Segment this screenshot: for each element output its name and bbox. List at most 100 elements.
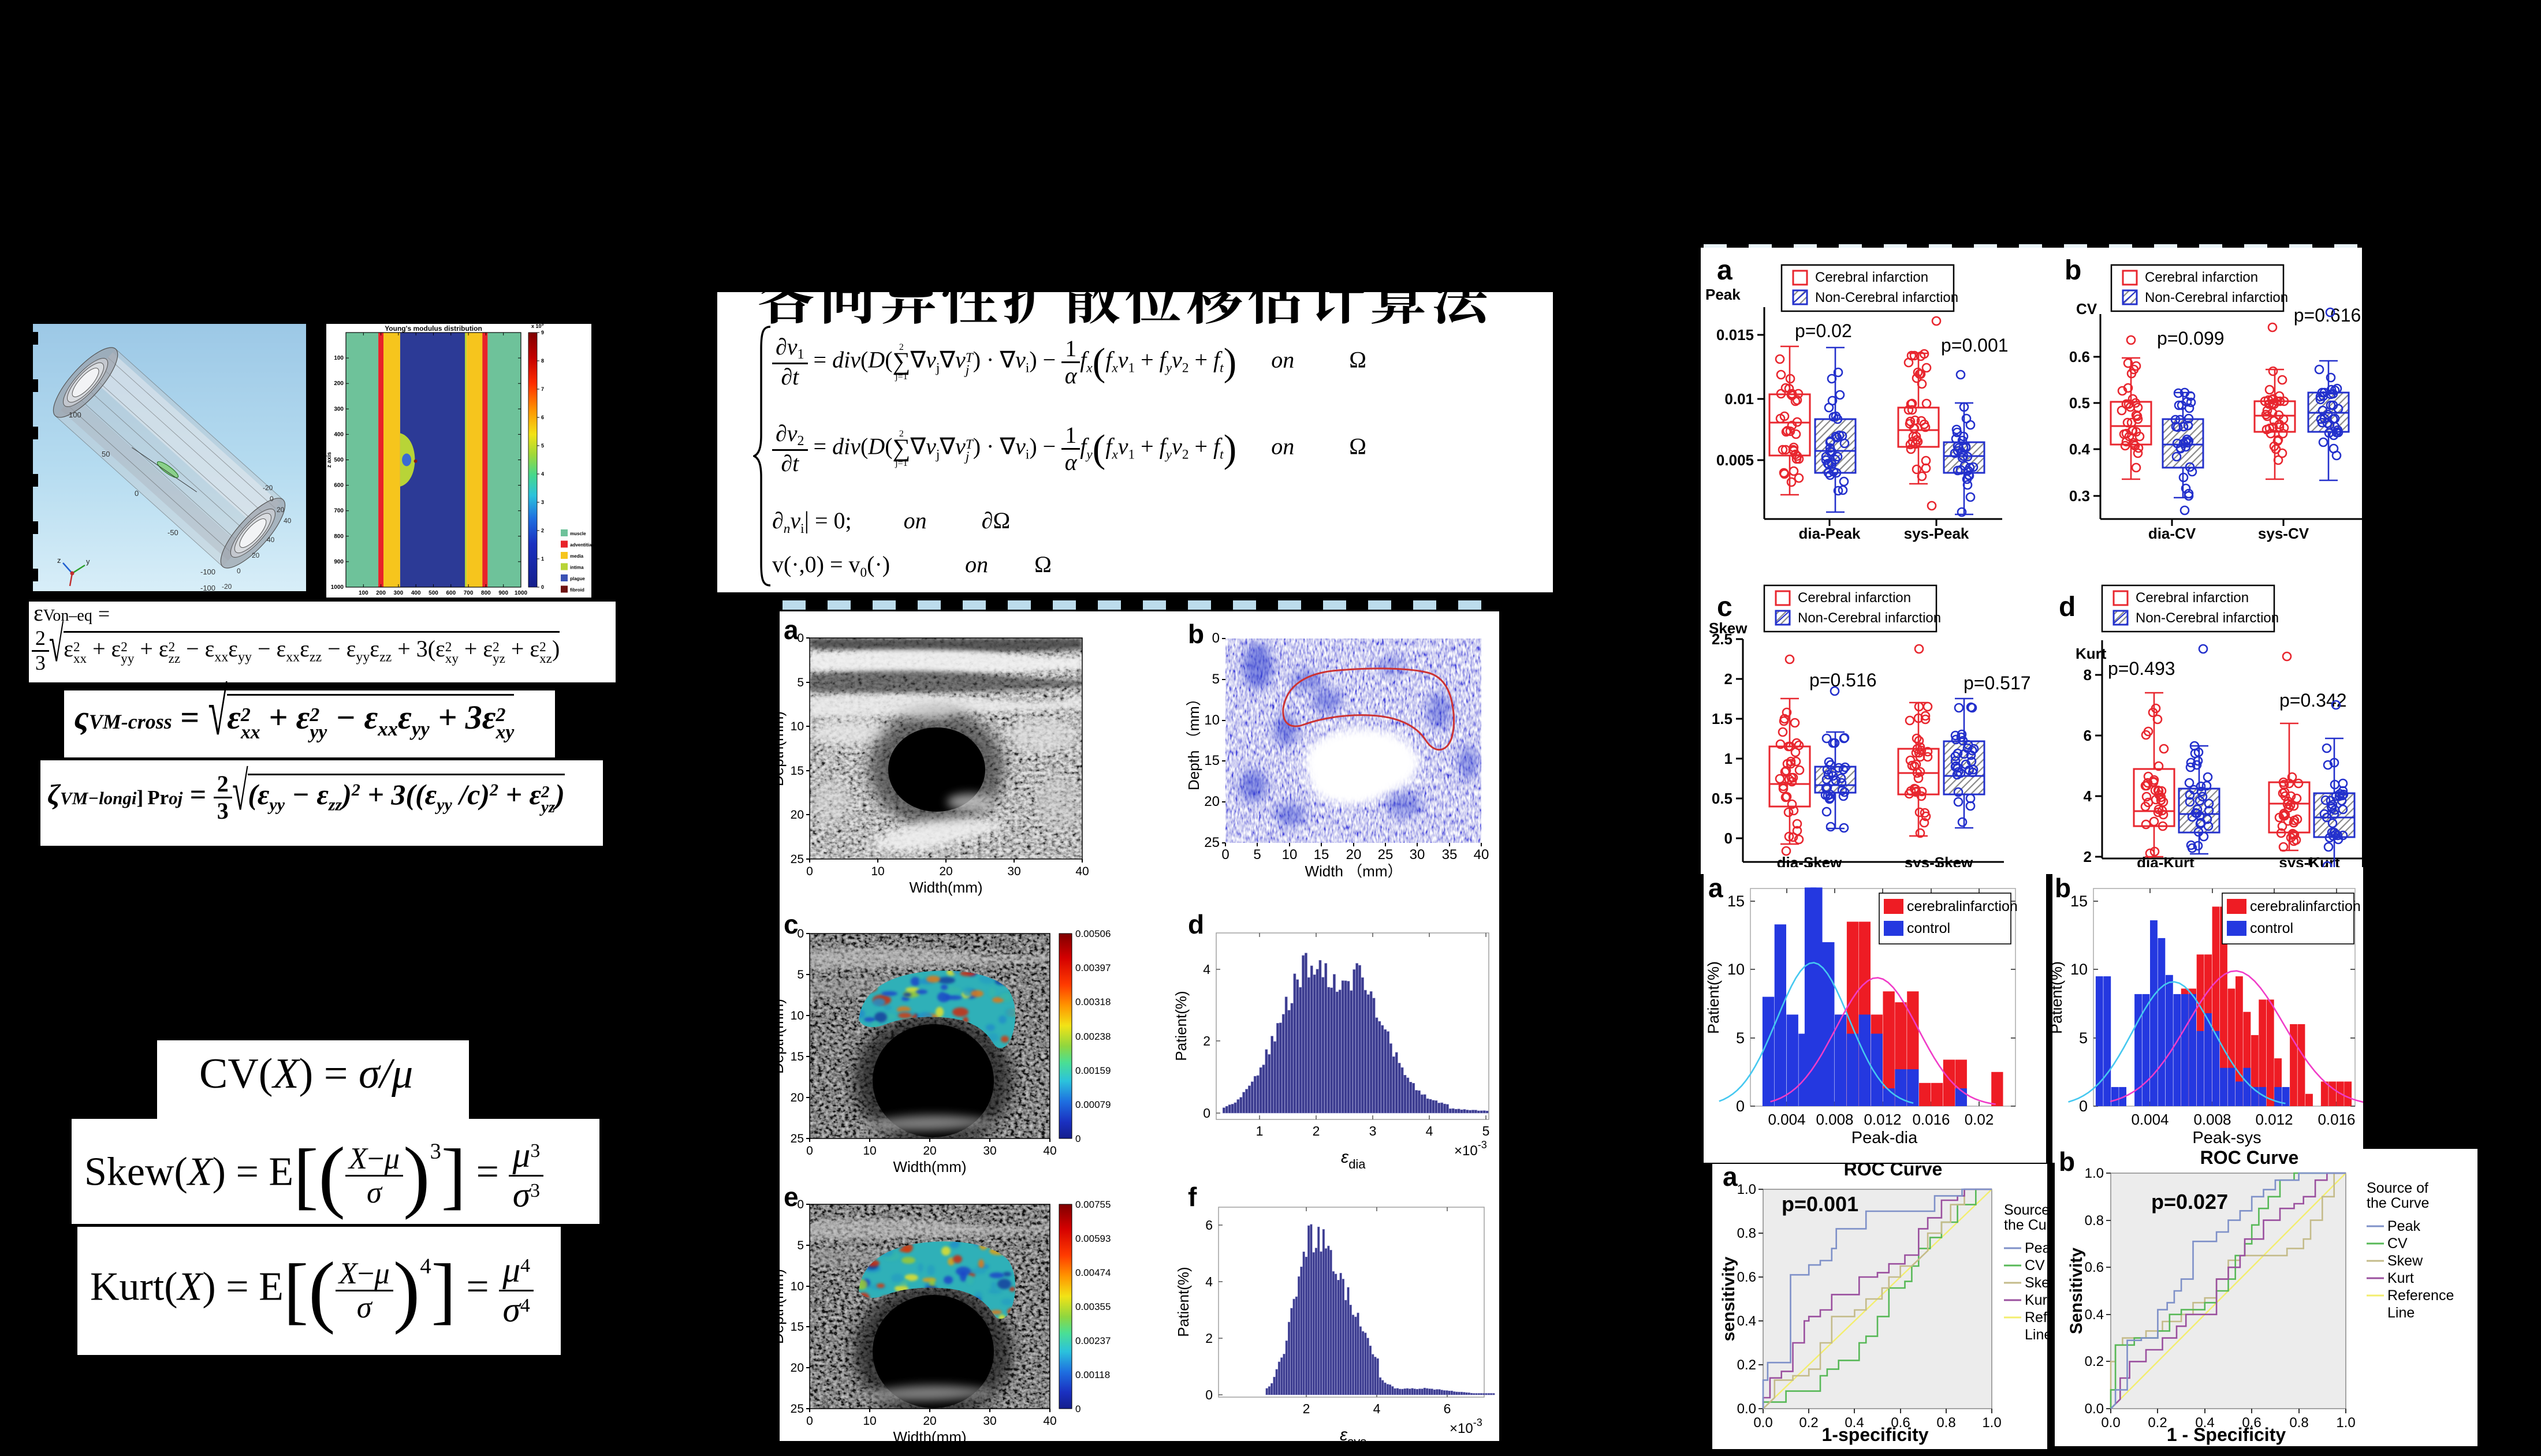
svg-text:900: 900 [498,590,508,596]
svg-text:intima: intima [570,565,584,570]
svg-text:CV: CV [2025,1257,2045,1274]
svg-text:1: 1 [1724,750,1732,767]
svg-text:fibroid: fibroid [570,588,584,593]
svg-text:0: 0 [797,927,804,940]
svg-text:y: y [86,557,90,566]
svg-text:0.00159: 0.00159 [1075,1065,1111,1076]
svg-text:10: 10 [791,1009,804,1022]
svg-text:4: 4 [1205,1274,1213,1289]
svg-text:20: 20 [252,551,260,559]
svg-text:0.6: 0.6 [2242,1415,2261,1431]
svg-text:50: 50 [102,450,110,458]
svg-text:Depth(mm): Depth(mm) [780,1269,787,1344]
svg-text:Non-Cerebral infarction: Non-Cerebral infarction [2136,610,2279,626]
svg-text:400: 400 [334,431,344,438]
svg-text:Width(mm): Width(mm) [893,1158,966,1175]
svg-text:20: 20 [277,506,285,514]
svg-text:15: 15 [1314,847,1329,863]
svg-text:300: 300 [334,406,344,412]
svg-text:0.00593: 0.00593 [1075,1233,1111,1244]
svg-text:5: 5 [1212,671,1220,687]
svg-text:0.6: 0.6 [1737,1270,1756,1285]
svg-text:0.00355: 0.00355 [1075,1301,1111,1312]
svg-text:0.8: 0.8 [2085,1213,2104,1229]
svg-text:ROC Curve: ROC Curve [2200,1148,2299,1168]
svg-text:0: 0 [2079,1097,2088,1115]
svg-text:40: 40 [284,517,292,525]
svg-text:Depth （mm）: Depth （mm） [1185,691,1202,790]
svg-text:Cerebral infarction: Cerebral infarction [2136,590,2249,606]
svg-text:900: 900 [334,559,344,565]
svg-text:0: 0 [135,489,139,498]
svg-text:400: 400 [411,590,421,596]
svg-text:2.5: 2.5 [1712,630,1732,648]
svg-text:25: 25 [791,853,804,866]
svg-text:0.4: 0.4 [2195,1415,2214,1431]
svg-text:10: 10 [2070,961,2088,978]
svg-text:2: 2 [1724,670,1732,688]
svg-text:1: 1 [1256,1123,1264,1138]
svg-text:z: z [57,556,61,565]
svg-text:25: 25 [1204,835,1220,850]
svg-text:15: 15 [1727,893,1745,910]
svg-text:6: 6 [1205,1218,1213,1233]
svg-text:5: 5 [2079,1029,2088,1047]
svg-text:5: 5 [541,443,544,449]
svg-text:p=0.001: p=0.001 [1941,335,2009,356]
svg-text:CV: CV [2076,300,2097,318]
svg-text:0.01: 0.01 [1724,390,1754,408]
svg-text:30: 30 [1410,847,1425,863]
svg-text:800: 800 [481,590,491,596]
svg-text:40: 40 [1075,865,1089,878]
svg-text:cerebralinfarction: cerebralinfarction [2250,898,2361,914]
svg-text:p=0.001: p=0.001 [1782,1192,1858,1216]
svg-text:cerebralinfarction: cerebralinfarction [1907,898,2018,914]
svg-text:c: c [1717,592,1732,622]
svg-text:300: 300 [394,590,404,596]
svg-text:0.2: 0.2 [2148,1415,2167,1431]
svg-text:25: 25 [1378,847,1394,863]
svg-text:10: 10 [1727,961,1745,978]
svg-text:0.5: 0.5 [2069,394,2090,412]
svg-text:-100: -100 [200,568,215,576]
svg-text:10: 10 [1282,847,1298,863]
svg-text:CV: CV [2387,1235,2408,1252]
svg-text:Skew: Skew [2025,1275,2061,1291]
svg-text:100: 100 [334,355,344,361]
svg-text:d: d [1188,909,1204,939]
svg-text:100: 100 [69,410,81,419]
svg-text:Cerebral infarction: Cerebral infarction [1815,270,1928,285]
svg-text:10: 10 [863,1414,876,1428]
svg-text:10: 10 [863,1144,876,1158]
svg-text:Source of: Source of [2367,1180,2428,1196]
svg-text:40: 40 [1043,1414,1056,1428]
svg-text:p=0.493: p=0.493 [2108,658,2175,679]
svg-text:x 105: x 105 [531,324,544,329]
svg-text:0.00118: 0.00118 [1075,1369,1110,1380]
svg-text:4: 4 [541,471,544,477]
svg-text:35: 35 [1442,847,1458,863]
svg-text:5: 5 [797,1239,804,1252]
svg-text:p=0.099: p=0.099 [2157,328,2225,349]
svg-text:5: 5 [797,676,804,689]
svg-text:10: 10 [791,1280,804,1293]
svg-text:0.0: 0.0 [2101,1415,2120,1431]
svg-text:40: 40 [1043,1144,1056,1158]
svg-text:Peak-sys: Peak-sys [2192,1129,2261,1147]
svg-text:0: 0 [1205,1387,1213,1402]
svg-text:0.4: 0.4 [1737,1313,1756,1329]
svg-text:15: 15 [791,1050,804,1063]
svg-text:Line: Line [2025,1327,2052,1343]
svg-text:0: 0 [1221,847,1229,863]
svg-text:Peak: Peak [2387,1218,2420,1234]
svg-text:20: 20 [1204,794,1220,809]
svg-text:20: 20 [1346,847,1362,863]
svg-text:0.004: 0.004 [1768,1111,1805,1128]
svg-text:Peak: Peak [2025,1240,2058,1256]
svg-text:Kurt: Kurt [2025,1292,2051,1308]
svg-text:0: 0 [1075,1403,1081,1414]
svg-text:1000: 1000 [515,590,528,596]
svg-text:1000: 1000 [331,584,344,591]
svg-text:700: 700 [334,508,344,514]
svg-text:Patient(%): Patient(%) [1172,991,1190,1061]
